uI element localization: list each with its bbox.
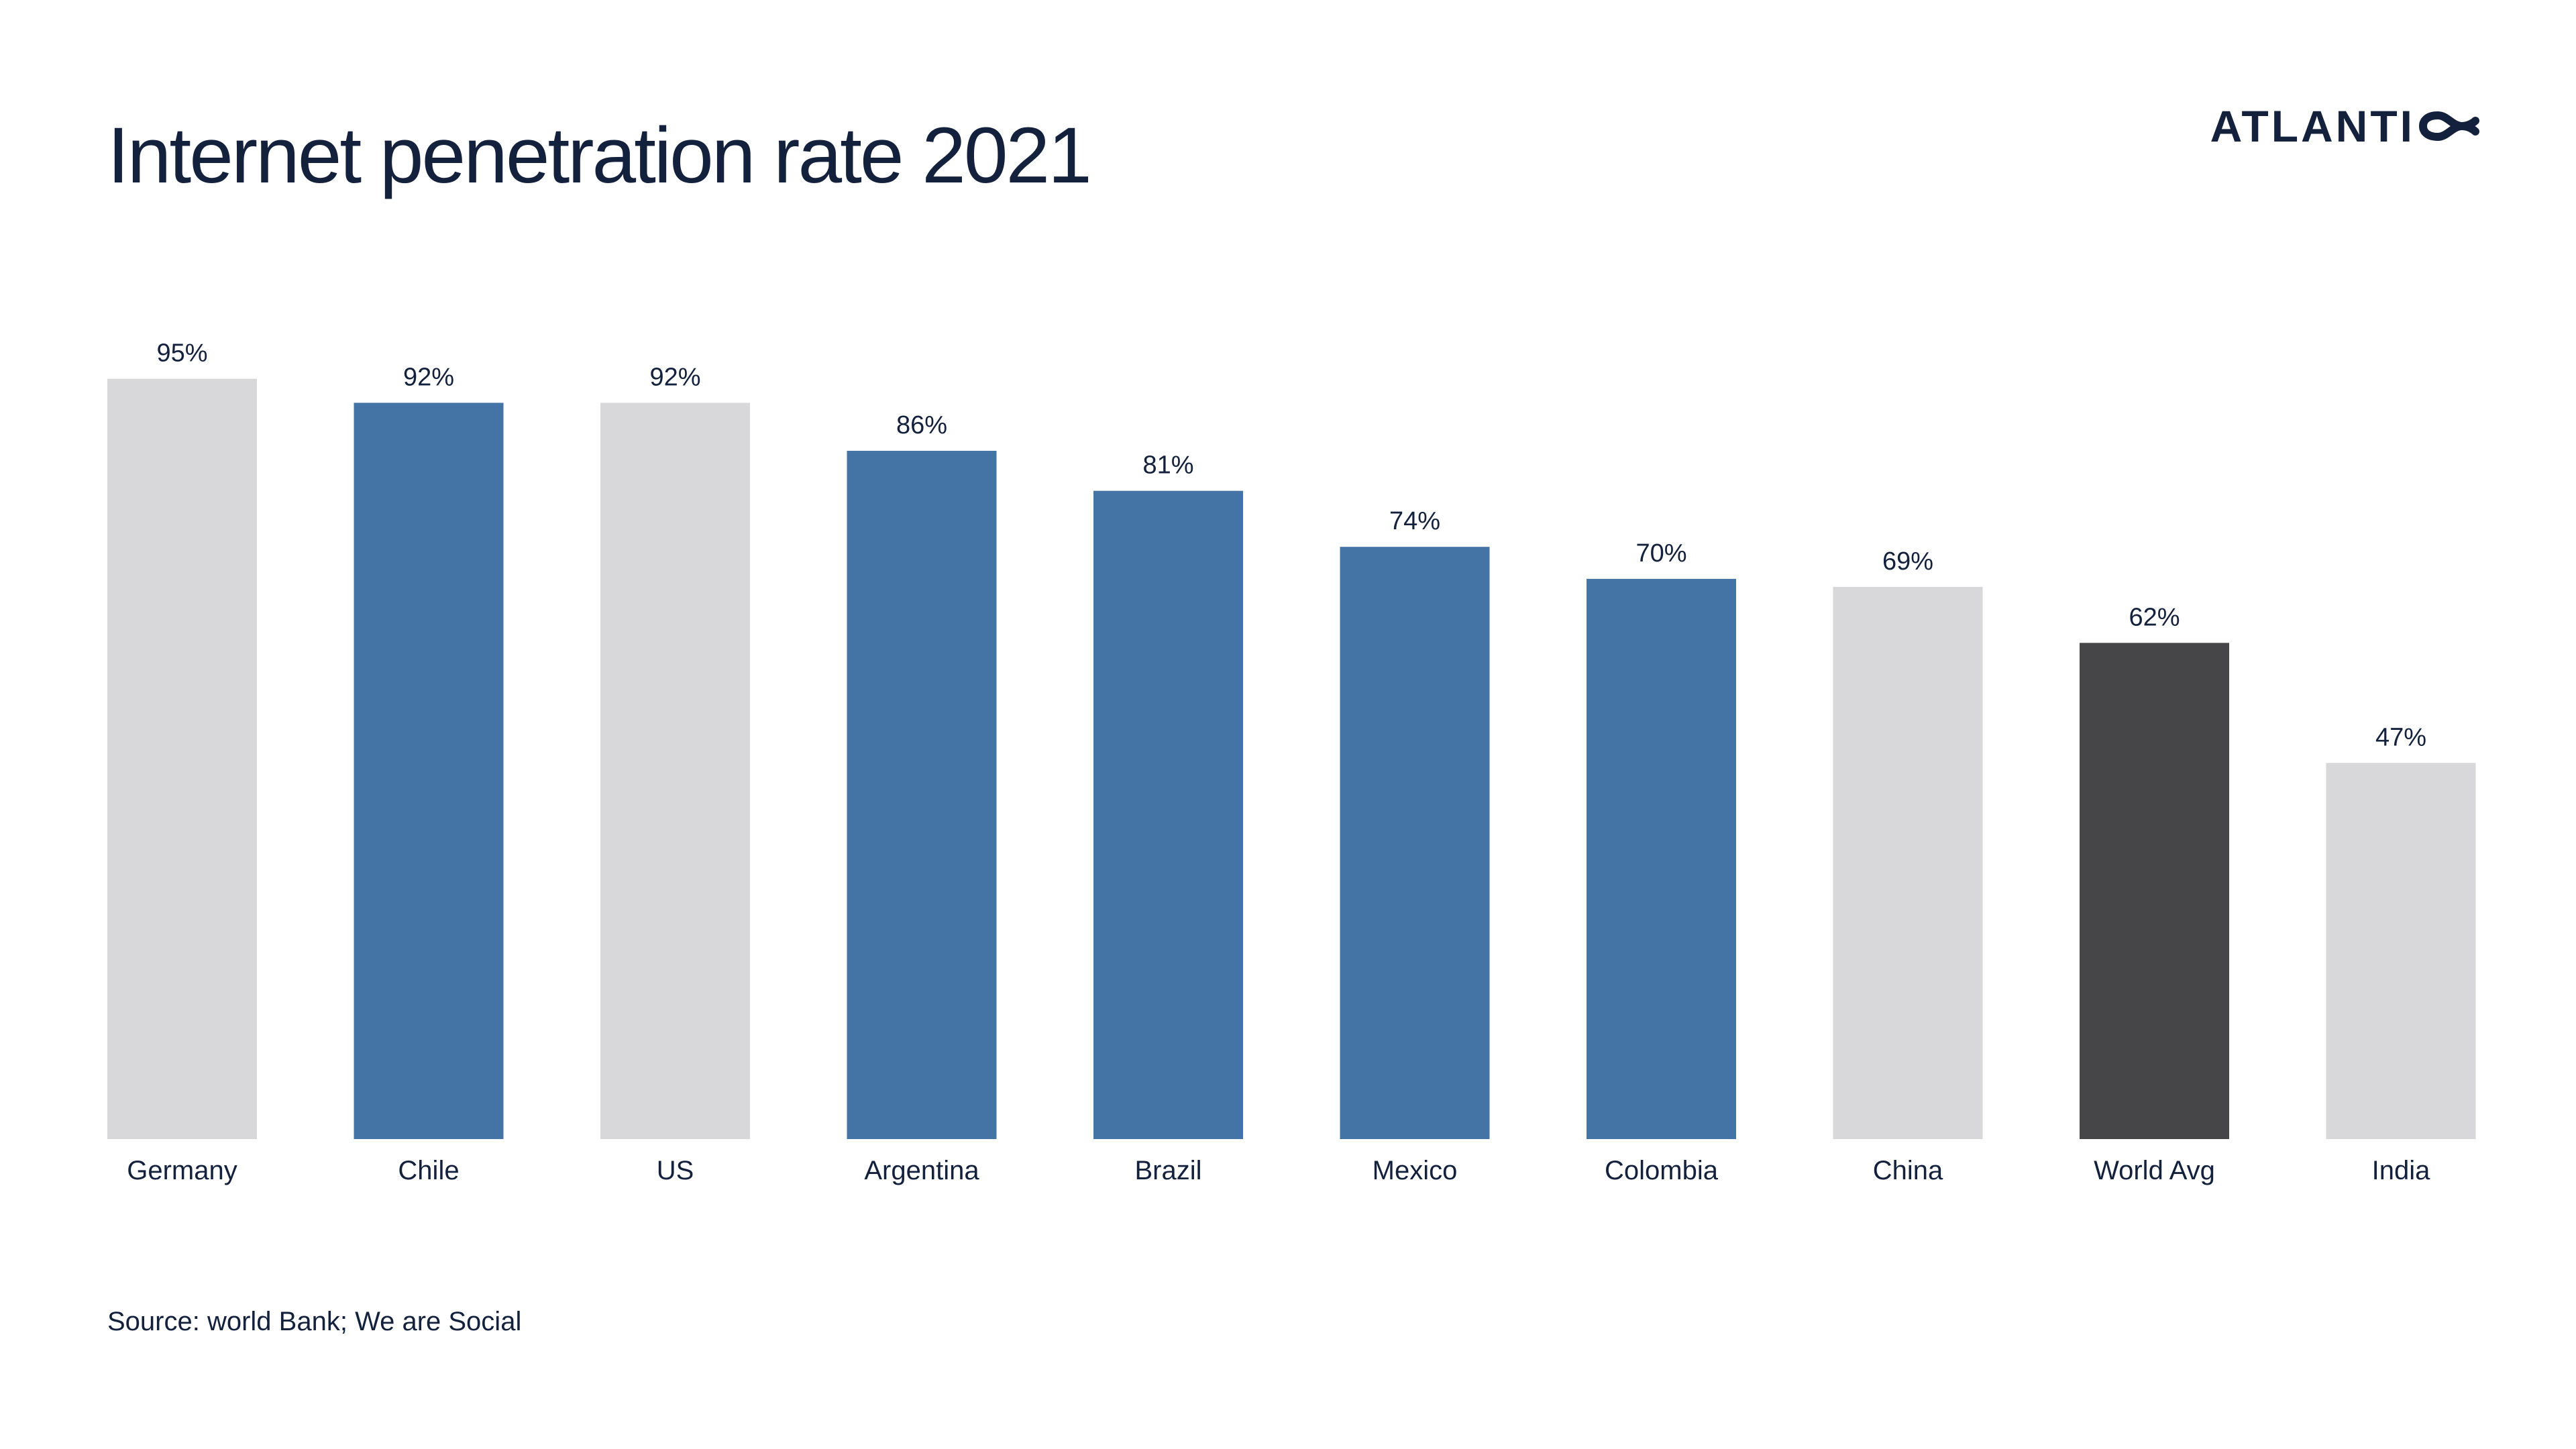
value-label: 70% — [1635, 539, 1686, 568]
value-label: 74% — [1389, 507, 1440, 535]
value-label: 81% — [1142, 451, 1193, 480]
bar-germany — [107, 378, 257, 1139]
category-label: US — [657, 1156, 694, 1185]
value-label: 92% — [649, 363, 700, 391]
category-label: India — [2372, 1156, 2430, 1185]
category-label: Argentina — [864, 1156, 979, 1185]
bar-chile — [354, 402, 504, 1140]
bar-mexico — [1340, 547, 1490, 1139]
bar-us — [600, 402, 750, 1140]
value-label: 69% — [1882, 547, 1933, 576]
bar-china — [1833, 586, 1983, 1139]
infinity-logo-icon — [2418, 111, 2479, 142]
value-label: 47% — [2375, 723, 2426, 751]
value-label: 86% — [896, 411, 947, 439]
value-label: 95% — [156, 339, 207, 368]
category-label: Mexico — [1373, 1156, 1458, 1185]
source-note: Source: world Bank; We are Social — [107, 1307, 522, 1336]
value-label: 62% — [2129, 603, 2180, 631]
category-labels-layer: Germany Chile US Argentina Brazil Mexico Colom… — [127, 1156, 2430, 1185]
value-label: 92% — [403, 363, 454, 391]
value-labels-layer: 95% 92% 92% 86% 81% 74% 70% 69% 62% 47% — [156, 339, 2426, 752]
category-label: World Avg — [2094, 1156, 2215, 1185]
category-label: Brazil — [1134, 1156, 1201, 1185]
page-title: Internet penetration rate 2021 — [107, 111, 1092, 200]
category-label: China — [1873, 1156, 1943, 1185]
brand-logo: ATLANTI — [2210, 101, 2482, 152]
brand-wordmark: ATLANTI — [2210, 101, 2415, 151]
bar-india — [2326, 763, 2476, 1139]
category-label: Colombia — [1605, 1156, 1719, 1185]
bar-brazil — [1093, 490, 1243, 1139]
category-label: Germany — [127, 1156, 237, 1185]
bars-layer — [107, 378, 2476, 1140]
bar-argentina — [847, 451, 997, 1139]
bar-colombia — [1587, 578, 1736, 1139]
bar-world-avg — [2080, 643, 2229, 1139]
category-label: Chile — [398, 1156, 459, 1185]
